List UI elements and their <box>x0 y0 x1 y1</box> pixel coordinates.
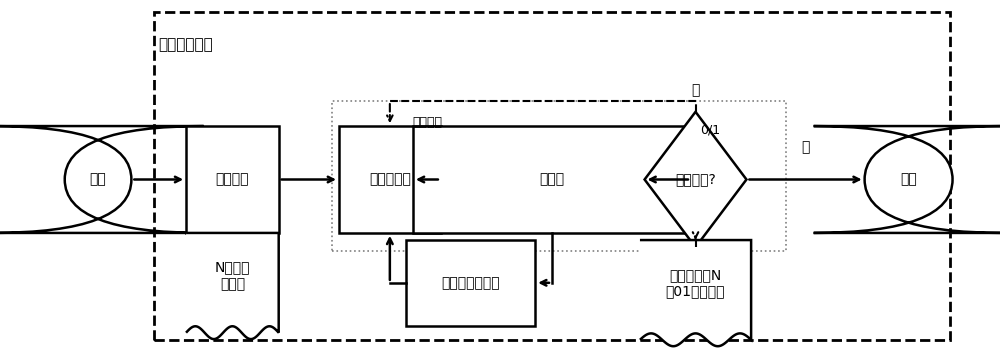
FancyBboxPatch shape <box>406 240 535 326</box>
Text: 信道信息: 信道信息 <box>216 173 249 186</box>
Text: 开始: 开始 <box>90 173 106 186</box>
Text: 全部译完?: 全部译完? <box>675 173 716 186</box>
FancyBboxPatch shape <box>814 126 1000 233</box>
Text: 迭代结果: 迭代结果 <box>412 116 442 129</box>
Text: 得到长度为N
的01比特序列: 得到长度为N 的01比特序列 <box>666 268 725 298</box>
Text: 是: 是 <box>801 141 810 155</box>
Text: 极化码译码器: 极化码译码器 <box>158 37 213 52</box>
Text: 将译码结果返回: 将译码结果返回 <box>441 276 500 290</box>
Text: N个信道
信息值: N个信道 信息值 <box>215 261 250 291</box>
FancyBboxPatch shape <box>413 126 691 233</box>
PathPatch shape <box>186 233 279 339</box>
Text: 迭代译码器: 迭代译码器 <box>369 173 411 186</box>
FancyBboxPatch shape <box>339 126 441 233</box>
FancyBboxPatch shape <box>186 126 279 233</box>
Text: 否: 否 <box>691 84 700 98</box>
FancyBboxPatch shape <box>0 126 204 233</box>
Text: 硬判决: 硬判决 <box>539 173 565 186</box>
Text: 0/1: 0/1 <box>700 123 720 136</box>
PathPatch shape <box>640 240 751 346</box>
Text: 结束: 结束 <box>900 173 917 186</box>
Polygon shape <box>645 112 746 247</box>
